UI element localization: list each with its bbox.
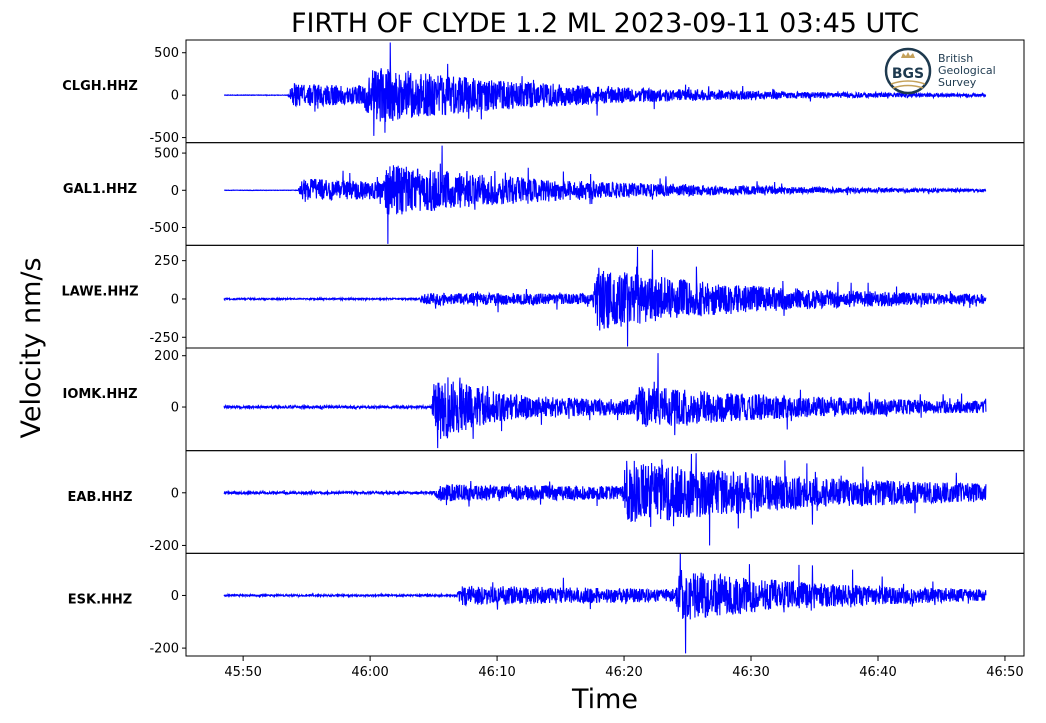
y-tick-label: -250	[149, 331, 179, 346]
logo-wave-icon	[890, 80, 926, 85]
trace-panel-gal1-hhz: 500 0 -500	[149, 142, 1025, 246]
y-tick-label: 0	[171, 401, 179, 416]
x-tick-label: 45:50	[224, 665, 261, 680]
logo-monogram: BGS	[892, 66, 924, 82]
y-tick-label: 0	[171, 184, 179, 199]
trace-line	[223, 353, 987, 449]
y-tick-label: 0	[171, 589, 179, 604]
y-tick-label: 250	[154, 254, 179, 269]
trace-panel-eab-hhz: 0 -200	[149, 450, 1025, 554]
x-tick-label: 46:50	[986, 665, 1023, 680]
station-label: EAB.HHZ	[68, 490, 133, 505]
station-label: IOMK.HHZ	[62, 387, 137, 402]
trace-line	[223, 553, 987, 654]
logo-line-3: Survey	[938, 76, 977, 89]
trace-panel-esk-hhz: 0 -200	[149, 552, 1025, 657]
x-tick-label: 46:00	[351, 665, 388, 680]
logo-line-1: British	[938, 52, 973, 65]
panel-frame	[185, 347, 1025, 452]
y-tick-label: -500	[149, 131, 179, 146]
y-tick-label: 0	[171, 486, 179, 501]
x-tick-label: 46:40	[859, 665, 896, 680]
trace-line	[223, 453, 987, 546]
panel-frame	[185, 552, 1025, 657]
trace-line	[223, 42, 987, 136]
station-label: CLGH.HHZ	[62, 79, 138, 94]
y-tick-label: 200	[154, 349, 179, 364]
logo-wave-icon	[892, 84, 924, 89]
trace-line	[223, 246, 987, 347]
trace-line	[224, 145, 987, 244]
crown-icon	[901, 52, 915, 58]
x-axis-label: Time	[571, 684, 638, 715]
trace-panel-lawe-hhz: 250 0 -250	[149, 244, 1025, 349]
station-label: ESK.HHZ	[68, 593, 132, 608]
panel-frame	[185, 450, 1025, 554]
station-labels: CLGH.HHZ GAL1.HHZ LAWE.HHZ IOMK.HHZ EAB.HHZ E…	[61, 79, 138, 607]
y-tick-label: 0	[171, 89, 179, 104]
y-axis-label: Velocity nm/s	[16, 257, 47, 438]
y-tick-label: 500	[154, 147, 179, 162]
y-tick-label: -200	[149, 642, 179, 657]
x-tick-label: 46:20	[605, 665, 642, 680]
y-tick-label: 0	[171, 292, 179, 307]
station-label: GAL1.HHZ	[63, 182, 137, 197]
logo-line-2: Geological	[938, 64, 996, 77]
y-tick-label: -200	[149, 539, 179, 554]
y-tick-label: -500	[149, 221, 179, 236]
x-tick-label: 46:30	[732, 665, 769, 680]
y-tick-label: 500	[154, 46, 179, 61]
chart-title: FIRTH OF CLYDE 1.2 ML 2023-09-11 03:45 U…	[291, 8, 919, 39]
station-label: LAWE.HHZ	[61, 285, 138, 300]
bgs-logo: BGS British Geological Survey	[884, 47, 996, 95]
x-axis: 45:50 46:00 46:10 46:20 46:30 46:40 46:50	[224, 656, 1024, 680]
x-tick-label: 46:10	[478, 665, 515, 680]
